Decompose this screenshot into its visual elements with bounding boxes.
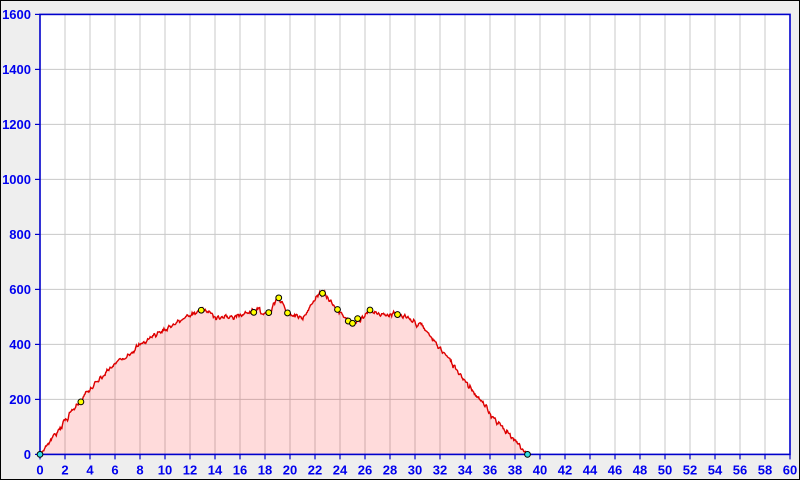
svg-text:1200: 1200 — [2, 117, 31, 132]
svg-text:24: 24 — [333, 462, 348, 477]
svg-text:2: 2 — [61, 462, 68, 477]
svg-text:52: 52 — [683, 462, 697, 477]
svg-text:14: 14 — [208, 462, 223, 477]
svg-text:0: 0 — [36, 462, 43, 477]
svg-text:18: 18 — [258, 462, 272, 477]
svg-text:30: 30 — [408, 462, 422, 477]
svg-text:42: 42 — [558, 462, 572, 477]
svg-text:56: 56 — [733, 462, 747, 477]
svg-text:6: 6 — [111, 462, 118, 477]
svg-text:1000: 1000 — [2, 172, 31, 187]
svg-text:20: 20 — [283, 462, 297, 477]
svg-text:4: 4 — [86, 462, 94, 477]
svg-text:10: 10 — [158, 462, 172, 477]
svg-text:28: 28 — [383, 462, 397, 477]
svg-text:0: 0 — [24, 447, 31, 462]
svg-text:50: 50 — [658, 462, 672, 477]
svg-text:48: 48 — [633, 462, 647, 477]
svg-text:54: 54 — [708, 462, 723, 477]
svg-text:58: 58 — [758, 462, 772, 477]
svg-text:44: 44 — [583, 462, 598, 477]
svg-text:38: 38 — [508, 462, 522, 477]
svg-text:16: 16 — [233, 462, 247, 477]
svg-text:46: 46 — [608, 462, 622, 477]
svg-text:12: 12 — [183, 462, 197, 477]
svg-text:400: 400 — [9, 337, 31, 352]
svg-text:32: 32 — [433, 462, 447, 477]
svg-text:1600: 1600 — [2, 7, 31, 22]
svg-text:8: 8 — [136, 462, 143, 477]
svg-text:800: 800 — [9, 227, 31, 242]
svg-text:60: 60 — [783, 462, 797, 477]
svg-text:26: 26 — [358, 462, 372, 477]
svg-text:36: 36 — [483, 462, 497, 477]
svg-text:40: 40 — [533, 462, 547, 477]
svg-text:34: 34 — [458, 462, 473, 477]
svg-text:22: 22 — [308, 462, 322, 477]
svg-text:200: 200 — [9, 392, 31, 407]
svg-text:1400: 1400 — [2, 62, 31, 77]
svg-text:600: 600 — [9, 282, 31, 297]
